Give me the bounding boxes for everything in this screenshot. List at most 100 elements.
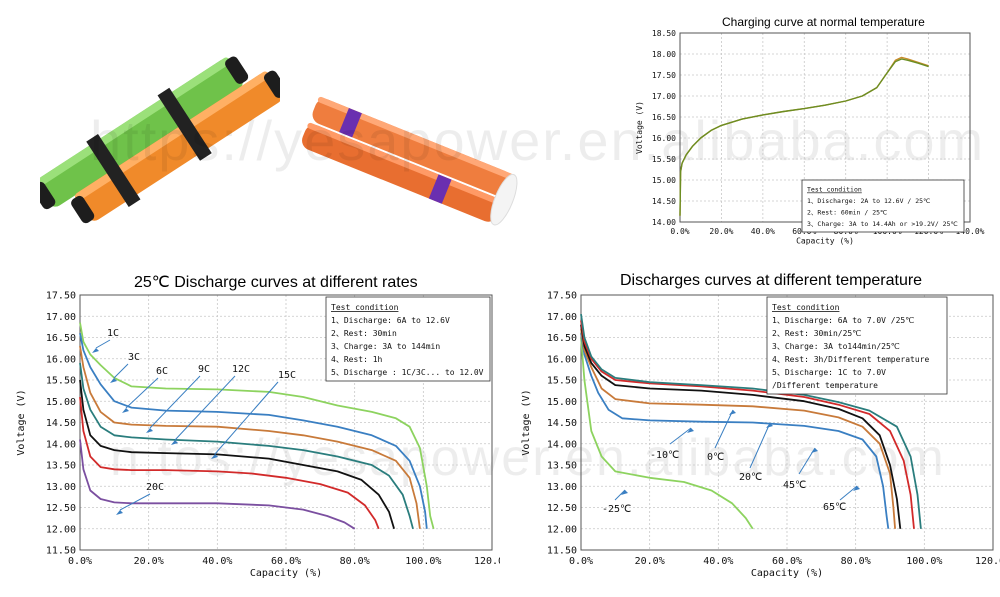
y-axis-label: Voltage (V): [16, 389, 27, 455]
y-tick-label: 14.00: [547, 439, 577, 450]
y-tick-label: 13.50: [547, 461, 577, 472]
series-label: 20℃: [739, 472, 762, 483]
x-tick-label: 120.0%: [975, 556, 1000, 567]
series-label: 45℃: [783, 480, 806, 491]
test-condition-heading: Test condition: [807, 186, 862, 194]
annotation-arrowhead: [110, 378, 117, 383]
x-tick-label: 40.0%: [202, 556, 232, 567]
x-axis-label: Capacity (%): [796, 237, 854, 246]
test-condition-line: 5、Discharge : 1C/3C... to 12.0V: [331, 368, 484, 377]
chart-title: Discharges curves at different temperatu…: [620, 272, 923, 289]
x-tick-label: 40.0%: [703, 556, 733, 567]
y-tick-label: 15.00: [46, 397, 76, 408]
annotation-arrowhead: [687, 428, 694, 433]
series-line-12C: [79, 379, 395, 530]
test-condition-line: 1、Discharge: 6A to 12.6V: [331, 316, 450, 325]
series-line-1C: [79, 322, 435, 530]
y-tick-label: 14.00: [652, 218, 676, 227]
battery-pack-photo-1: [40, 56, 280, 224]
annotation-arrow: [714, 409, 734, 449]
y-tick-label: 16.00: [547, 354, 577, 365]
chart-title: 25℃ Discharge curves at different rates: [134, 274, 418, 291]
charging-curve-chart: 0.0%20.0%40.0%60.0%80.0%100.0%120.0%140.…: [635, 29, 985, 246]
test-condition-line: 2、Rest: 30min: [331, 329, 397, 338]
y-tick-label: 15.50: [652, 155, 676, 164]
y-tick-label: 16.50: [547, 333, 577, 344]
x-tick-label: 120.0%: [474, 556, 500, 567]
series-label: 6C: [156, 366, 168, 377]
series-label: 15C: [278, 370, 296, 381]
y-tick-label: 16.00: [46, 354, 76, 365]
series-label: 65℃: [823, 502, 846, 513]
y-tick-label: 17.00: [547, 312, 577, 323]
x-tick-label: 100.0%: [906, 556, 942, 567]
test-condition-line: 2、Rest: 30min/25℃: [772, 329, 861, 338]
test-condition-line: /Different temperature: [772, 381, 878, 390]
annotation-arrow: [749, 422, 771, 469]
test-condition-line: 5、Discharge: 1C to 7.0V: [772, 368, 886, 377]
battery-pack-photo-2: [302, 96, 518, 226]
annotation-arrowhead: [766, 423, 773, 428]
x-tick-label: 0.0%: [68, 556, 92, 567]
discharge-temperature-chart: 0.0% 20.0% 40.0% 60.0% 80.0% 100.0% 120.0% 11.5…: [521, 291, 1000, 580]
series-label: 0℃: [707, 452, 724, 463]
test-condition-line: 3、Charge: 3A to 144min: [331, 342, 440, 351]
x-tick-label: 80.0%: [340, 556, 370, 567]
x-tick-label: 140.0%: [956, 227, 985, 236]
annotation-arrowhead: [92, 348, 99, 353]
chart-title: Charging curve at normal temperature: [722, 15, 925, 29]
y-axis-label: Voltage (V): [521, 389, 532, 455]
x-axis-label: Capacity (%): [250, 568, 322, 579]
series-line-9C: [79, 362, 414, 530]
series-line-1: [679, 58, 929, 216]
series-line--25: [580, 337, 754, 530]
y-tick-label: 15.00: [547, 397, 577, 408]
y-tick-label: 12.00: [46, 524, 76, 535]
x-tick-label: 80.0%: [841, 556, 871, 567]
x-tick-label: 0.0%: [670, 227, 689, 236]
series-line-15C: [79, 396, 380, 530]
series-line-0: [580, 328, 896, 529]
y-tick-label: 17.50: [652, 71, 676, 80]
test-condition-line: 4、Rest: 3h/Different temperature: [772, 355, 929, 364]
y-tick-label: 14.50: [652, 197, 676, 206]
y-tick-label: 17.00: [652, 92, 676, 101]
test-condition-box: [766, 296, 948, 395]
series-line-6C: [79, 345, 421, 529]
test-condition-line: 4、Rest: 1h: [331, 355, 383, 364]
series-line-3C: [79, 333, 428, 529]
annotation-arrow: [119, 493, 151, 511]
series-label: 9C: [198, 364, 210, 375]
series-line-45: [580, 320, 915, 529]
annotation-arrowhead: [146, 428, 153, 433]
annotation-arrow: [174, 375, 236, 441]
annotation-arrowhead: [122, 408, 129, 413]
x-tick-label: 20.0%: [635, 556, 665, 567]
annotation-arrowhead: [811, 448, 818, 453]
annotation-arrowhead: [116, 510, 123, 515]
x-tick-label: 20.0%: [709, 227, 733, 236]
series-label: 12C: [232, 364, 250, 375]
y-tick-label: 11.50: [46, 546, 76, 557]
series-line-20C: [79, 439, 356, 530]
annotation-arrowhead: [621, 490, 628, 495]
annotation-arrow: [614, 489, 626, 501]
test-condition-heading: Test condition: [772, 303, 840, 312]
x-tick-label: 60.0%: [271, 556, 301, 567]
discharge-rate-chart: 0.0% 20.0% 40.0% 60.0% 80.0% 100.0% 120.0% 11.5…: [16, 291, 500, 580]
annotation-arrow: [214, 381, 279, 455]
annotation-arrow: [839, 485, 858, 501]
x-tick-label: 40.0%: [751, 227, 775, 236]
test-condition-line: 1、Discharge: 6A to 7.0V /25℃: [772, 316, 914, 325]
test-condition-heading: Test condition: [331, 303, 399, 312]
series-line-65: [580, 313, 922, 529]
y-tick-label: 12.00: [547, 524, 577, 535]
y-tick-label: 18.50: [652, 29, 676, 38]
series-label: 1C: [107, 328, 119, 339]
y-tick-label: 17.00: [46, 312, 76, 323]
y-tick-label: 13.00: [547, 482, 577, 493]
y-tick-label: 15.50: [46, 376, 76, 387]
y-tick-label: 14.50: [46, 418, 76, 429]
y-tick-label: 11.50: [547, 546, 577, 557]
y-tick-label: 16.00: [652, 134, 676, 143]
